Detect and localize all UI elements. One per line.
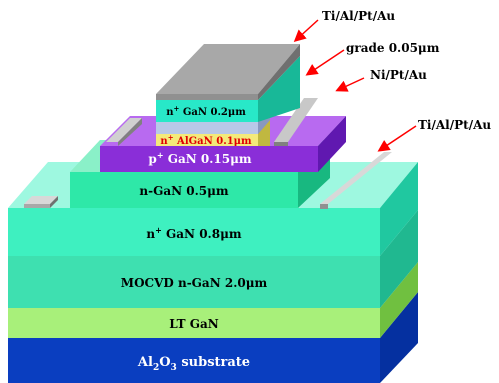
mocvd-n-gan-layer: [8, 210, 418, 308]
lt-gan-layer: [8, 262, 418, 338]
base-contact-left: [106, 118, 142, 146]
callout-top-contact: Ti/Al/Pt/Au: [322, 9, 395, 23]
collector-contact-left: [24, 196, 58, 208]
callout-grade: grade 0.05μm: [346, 41, 440, 55]
callout-arrows: [293, 19, 417, 152]
n-gan-label: n-GaN 0.5μm: [139, 184, 229, 198]
lt-gan-label: LT GaN: [169, 317, 219, 331]
top-n-plus-gan-label: n+ GaN 0.2μm: [166, 104, 246, 118]
substrate-layer: [8, 292, 418, 383]
top-n-plus-gan-layer: [156, 56, 300, 122]
substrate-label: Al2O3 substrate: [137, 355, 250, 373]
mocvd-n-gan-label: MOCVD n-GaN 2.0μm: [121, 276, 268, 290]
callout-base-contact: Ni/Pt/Au: [370, 68, 427, 82]
algan-label: n+ AlGaN 0.1μm: [160, 133, 252, 147]
top-metal-contact: [156, 44, 300, 100]
arrow-collector-contact: [377, 125, 417, 152]
algan-layer: [156, 120, 270, 146]
p-plus-gan-label: p+ GaN 0.15μm: [148, 150, 251, 166]
n-plus-gan-label: n+ GaN 0.8μm: [146, 225, 241, 241]
arrow-grade: [305, 49, 345, 76]
collector-contact-right: [320, 152, 392, 209]
callout-collector-contact: Ti/Al/Pt/Au: [418, 118, 491, 132]
base-contact-right: [274, 98, 318, 146]
arrow-base-contact: [335, 77, 365, 92]
arrow-top-contact: [293, 19, 319, 43]
